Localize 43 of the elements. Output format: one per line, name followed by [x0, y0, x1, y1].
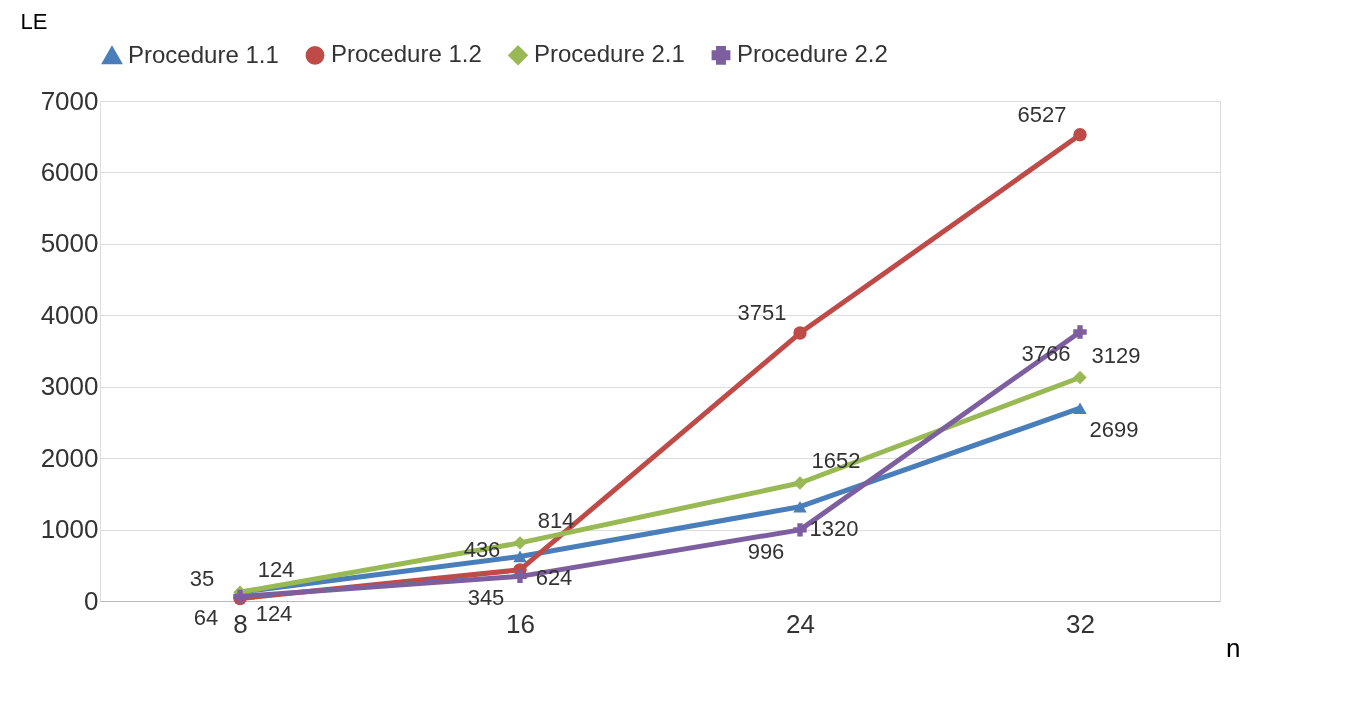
x-tick-label: 8	[233, 608, 248, 639]
data-label: 2699	[1089, 417, 1139, 443]
data-label: 6527	[1017, 101, 1067, 127]
y-tick-label: 0	[84, 585, 99, 616]
legend-label: Procedure 1.2	[331, 40, 482, 68]
y-tick-label: 6000	[40, 156, 99, 187]
point	[1073, 402, 1087, 415]
point	[1073, 370, 1087, 385]
data-label: 1320	[809, 515, 859, 541]
legend-label: Procedure 1.1	[128, 40, 279, 68]
point	[513, 569, 527, 584]
data-label: 345	[467, 585, 505, 611]
y-tick-label: 4000	[40, 299, 99, 330]
y-tick-label: 5000	[40, 228, 99, 259]
y-axis-title: LE	[20, 8, 48, 34]
data-label: 1652	[811, 448, 861, 473]
y-tick-label: 3000	[40, 371, 99, 402]
y-tick-label: 1000	[40, 514, 99, 545]
x-tick-label: 16	[506, 608, 535, 639]
data-label: 814	[537, 507, 575, 533]
data-label: 996	[747, 538, 785, 564]
x-axis-title: n	[1226, 632, 1241, 663]
data-label: 624	[535, 565, 573, 591]
data-label: 124	[255, 601, 293, 627]
point	[793, 500, 807, 513]
point	[513, 536, 527, 550]
x-tick-label: 24	[786, 608, 815, 639]
legend-label: Procedure 2.2	[737, 40, 888, 68]
y-tick-label: 7000	[40, 85, 99, 116]
data-label: 64	[193, 605, 219, 631]
point	[513, 550, 527, 563]
legend-label: Procedure 2.1	[534, 40, 685, 68]
data-label: 35	[189, 565, 215, 591]
point	[793, 476, 807, 490]
data-label: 124	[257, 557, 295, 583]
y-tick-label: 2000	[40, 442, 99, 473]
point	[1073, 325, 1087, 339]
x-tick-label: 32	[1066, 608, 1095, 639]
data-label: 3129	[1091, 342, 1141, 368]
data-label: 3751	[737, 300, 787, 326]
point	[1073, 128, 1087, 142]
point	[793, 523, 807, 537]
point	[793, 326, 807, 340]
